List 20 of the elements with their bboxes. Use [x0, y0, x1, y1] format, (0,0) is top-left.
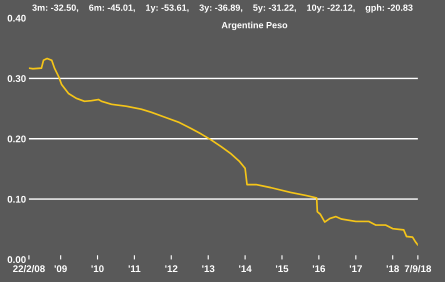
x-tick-label: '14 [239, 265, 252, 272]
y-tick-label: 0.40 [8, 14, 26, 22]
x-tick-label: '11 [128, 265, 140, 272]
x-tick-label: '17 [350, 265, 362, 272]
y-tick-label: 0.00 [8, 256, 26, 264]
x-tick-label: '13 [202, 265, 214, 272]
y-tick-label: 0.20 [8, 135, 26, 142]
x-tick-label: 22/2/08 [13, 264, 45, 272]
chart-title: 3m: -32.50, 6m: -45.01, 1y: -53.61, 3y: -36.89, 5y: -31.22, 10y: -22.12, gph: -20.83 [32, 4, 413, 13]
x-tick-label: 7/9/18 [404, 264, 432, 272]
x-tick-label: '09 [54, 265, 67, 272]
line-series [28, 58, 418, 246]
x-tick-label: '16 [312, 265, 326, 272]
x-tick-label: '18 [386, 265, 399, 272]
y-tick-label: 0.30 [8, 75, 26, 82]
x-tick-label: '15 [276, 265, 288, 272]
chart-subtitle: Argentine Peso [222, 22, 288, 30]
y-tick-label: 0.10 [8, 196, 26, 203]
x-tick-label: '12 [165, 265, 178, 272]
x-tick-label: '10 [91, 265, 104, 272]
